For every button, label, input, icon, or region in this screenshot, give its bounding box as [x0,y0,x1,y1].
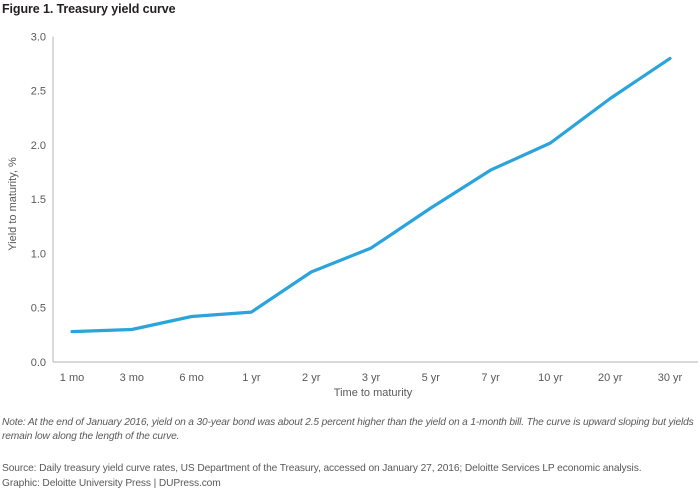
y-tick-label: 2.0 [31,140,46,152]
x-axis-title: Time to maturity [333,387,413,399]
x-tick-label: 2 yr [302,372,321,384]
figure-title: Figure 1. Treasury yield curve [2,2,176,16]
note-text: Note: At the end of January 2016, yield … [2,417,694,442]
graphic-credit: Graphic: Deloitte University Press | DUP… [2,478,221,489]
y-tick-label: 3.0 [31,32,46,44]
x-tick-label: 3 mo [120,372,144,384]
x-tick-label: 30 yr [658,372,683,384]
y-tick-label: 2.5 [31,86,46,98]
x-tick-label: 7 yr [481,372,500,384]
x-tick-label: 3 yr [362,372,381,384]
y-tick-label: 0.0 [31,357,46,369]
y-tick-label: 0.5 [31,303,46,315]
x-tick-label: 20 yr [598,372,623,384]
x-tick-label: 1 mo [60,372,84,384]
yield-curve-line [70,56,672,334]
y-tick-label: 1.5 [31,194,46,206]
yield-curve-chart: 0.0 0.5 1.0 1.5 2.0 2.5 3.0 1 mo 3 mo 6 mo 1 yr 2 y… [31,32,698,384]
x-tick-label: 1 yr [242,372,261,384]
x-tick-label: 10 yr [538,372,563,384]
y-axis-title: Yield to maturity, % [7,157,19,251]
source-text: Source: Daily treasury yield curve rates… [2,463,642,474]
x-tick-label: 6 mo [179,372,203,384]
x-tick-label: 5 yr [422,372,441,384]
y-tick-label: 1.0 [31,248,46,260]
